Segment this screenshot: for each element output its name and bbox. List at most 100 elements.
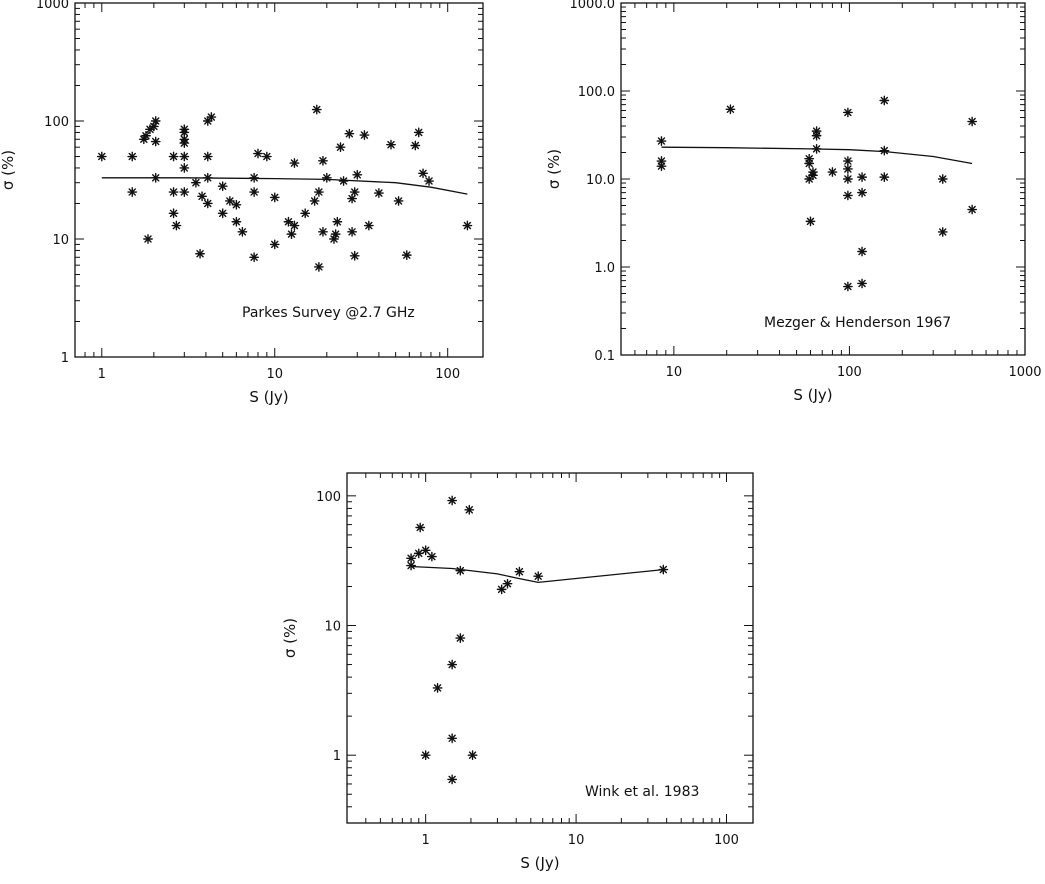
plot-frame [620, 2, 1026, 356]
trend-line [661, 146, 973, 165]
x-axis-label: S (Jy) [249, 388, 288, 406]
x-tick-label: 10 [666, 365, 683, 380]
data-point [842, 190, 853, 201]
data-point [168, 208, 179, 219]
y-tick-label: 1 [61, 351, 69, 366]
data-point [496, 584, 507, 595]
data-point [447, 774, 458, 785]
data-point [289, 158, 300, 168]
data-point [447, 659, 458, 670]
data-point [179, 187, 190, 197]
data-point [202, 198, 213, 209]
data-point [857, 187, 867, 198]
x-tick-label: 1 [98, 367, 106, 382]
data-point [363, 220, 374, 231]
data-point [150, 172, 161, 183]
data-point [309, 196, 320, 206]
data-point [857, 278, 867, 289]
y-tick-label: 1000.0 [570, 0, 616, 12]
panel-mezger-henderson: 10 100 1000 0.1 1.0 10.0 100.0 1000.0 S (Jy) σ (%… [545, 0, 1042, 404]
data-point [143, 234, 153, 244]
panel-annotation: Mezger & Henderson 1967 [764, 315, 951, 331]
data-point [249, 172, 260, 183]
data-point [289, 220, 300, 231]
data-point [349, 250, 360, 261]
data-point [224, 196, 235, 206]
data-point [455, 633, 466, 643]
data-point [231, 199, 242, 210]
data-point [373, 188, 384, 198]
y-tick-label: 100 [316, 490, 341, 505]
data-point [283, 216, 294, 227]
data-point [269, 239, 280, 250]
data-point [842, 107, 853, 118]
x-axis-label: S (Jy) [520, 854, 559, 872]
data-point [96, 151, 107, 162]
data-point [811, 143, 822, 154]
data-point [415, 522, 426, 533]
data-point [393, 196, 404, 206]
x-tick-label: 1000 [1008, 365, 1041, 380]
data-point [261, 151, 272, 162]
data-point [656, 136, 667, 146]
y-axis-label: σ (%) [545, 149, 563, 189]
data-point [420, 750, 431, 761]
y-tick-label: 100.0 [578, 85, 615, 100]
y-tick-label: 1000 [36, 0, 69, 12]
y-tick-label: 100 [44, 115, 69, 130]
data-point [313, 187, 324, 197]
data-point [725, 104, 736, 115]
data-point [359, 130, 370, 140]
data-point [420, 545, 431, 556]
data-point [808, 167, 818, 177]
data-point [842, 281, 853, 292]
data-point [447, 733, 458, 744]
data-point [127, 151, 138, 162]
data-point [202, 151, 213, 162]
data-point [217, 181, 228, 192]
data-point [127, 187, 138, 197]
data-point [811, 130, 822, 141]
data-point [426, 551, 437, 562]
data-point [447, 495, 458, 506]
x-tick-label: 100 [435, 367, 460, 382]
data-point [217, 208, 228, 219]
data-point [344, 128, 355, 139]
y-tick-label: 10 [52, 233, 69, 248]
data-point [231, 216, 242, 227]
y-axis-label: σ (%) [281, 618, 299, 658]
data-point [318, 226, 328, 237]
data-point [269, 192, 280, 203]
y-tick-label: 10.0 [586, 173, 615, 188]
data-point [413, 127, 424, 138]
y-tick-label: 1.0 [594, 261, 615, 276]
data-point [386, 139, 396, 150]
data-point [311, 104, 322, 115]
plot-frame [74, 2, 484, 358]
data-point [413, 548, 424, 559]
data-point [300, 208, 311, 219]
data-point [286, 229, 297, 240]
trend-line [411, 565, 664, 584]
data-point [967, 204, 978, 215]
data-point [195, 248, 205, 259]
data-point [150, 136, 161, 147]
x-axis-label: S (Jy) [793, 386, 832, 404]
data-point [805, 216, 816, 227]
data-point [338, 176, 349, 186]
x-tick-label: 100 [837, 365, 862, 380]
data-point [313, 262, 324, 272]
panel-parkes: 1 10 100 1 10 100 1000 S (Jy) σ (%) Parkes Survey… [0, 0, 484, 406]
y-tick-label: 1 [333, 749, 341, 764]
data-point [842, 174, 853, 184]
data-point [249, 187, 260, 197]
data-point [514, 566, 525, 577]
data-point [179, 151, 190, 162]
data-point [347, 226, 357, 237]
data-point [937, 174, 948, 184]
data-point [533, 571, 544, 582]
panel-wink: 1 10 100 1 10 100 S (Jy) σ (%) Wink et al. 1983 [281, 472, 754, 872]
y-tick-label: 0.1 [594, 349, 615, 364]
panel-annotation: Parkes Survey @2.7 GHz [242, 305, 415, 321]
data-point [462, 220, 473, 231]
